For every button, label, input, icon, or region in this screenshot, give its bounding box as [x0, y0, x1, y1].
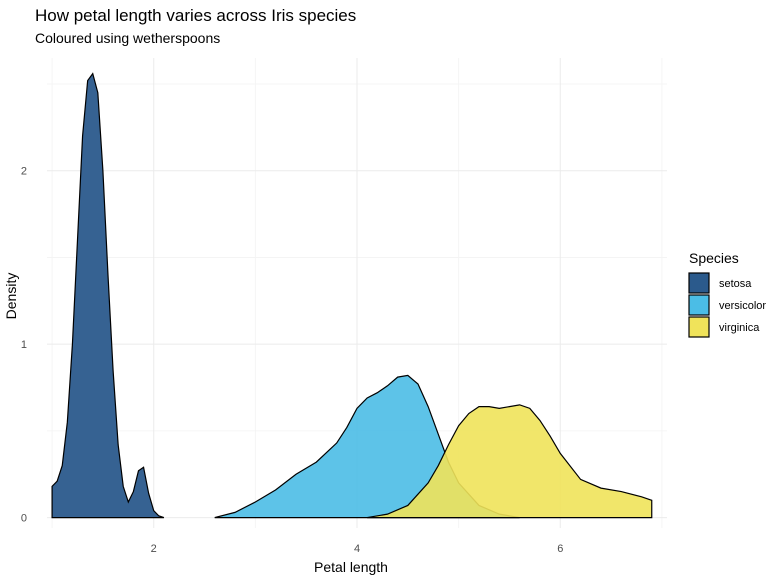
legend-items: setosa versicolor virginica — [688, 272, 766, 338]
x-tick-label: 6 — [557, 543, 563, 555]
y-tick-label: 0 — [21, 513, 27, 525]
y-tick-label: 1 — [21, 339, 27, 351]
density-areas — [51, 72, 653, 519]
x-tick-label: 4 — [354, 543, 360, 555]
legend-swatch-versicolor — [688, 294, 710, 316]
legend-label-virginica: virginica — [719, 322, 760, 334]
y-tick-label: 2 — [21, 166, 27, 178]
density-area-setosa — [51, 72, 165, 519]
x-axis-title: Petal length — [314, 559, 388, 575]
legend-swatch-setosa — [688, 272, 710, 294]
y-axis-title: Density — [3, 273, 19, 320]
legend: Species setosa versicolor virginica — [688, 250, 766, 338]
tick-labels: 2 4 6 0 1 2 — [21, 166, 563, 555]
chart-subtitle: Coloured using wetherspoons — [35, 30, 220, 46]
legend-label-setosa: setosa — [719, 278, 752, 290]
legend-label-versicolor: versicolor — [719, 300, 766, 312]
legend-title: Species — [689, 250, 739, 266]
chart-title: How petal length varies across Iris spec… — [35, 6, 356, 25]
x-tick-label: 2 — [151, 543, 157, 555]
density-area-virginica — [367, 404, 653, 519]
legend-swatch-virginica — [688, 316, 710, 338]
